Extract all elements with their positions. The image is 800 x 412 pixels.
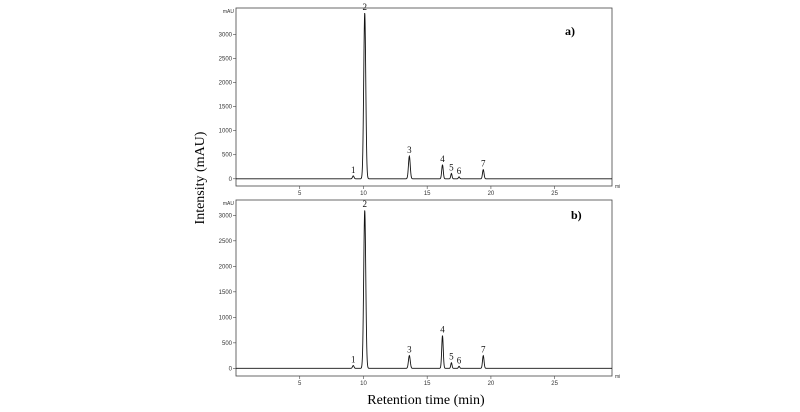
peak-label: 7: [481, 159, 486, 169]
y-tick-label: 1500: [219, 105, 233, 111]
peak-label: 3: [407, 145, 412, 155]
peak-label: 2: [362, 2, 367, 12]
peak-label: 1: [351, 355, 356, 365]
x-unit-label: mi: [615, 374, 620, 380]
x-axis-title: Retention time (min): [367, 393, 485, 408]
x-tick-label: 5: [298, 191, 302, 197]
peak-label: 6: [457, 355, 462, 365]
y-tick-label: 0: [229, 366, 233, 372]
x-tick-label: 20: [488, 191, 495, 197]
peak-label: 5: [449, 162, 454, 172]
y-tick-label: 2500: [219, 239, 233, 245]
y-tick-label: 500: [222, 341, 233, 347]
y-tick-label: 2000: [219, 81, 233, 87]
y-tick-label: 0: [229, 177, 233, 183]
y-tick-label: 3000: [219, 32, 233, 38]
y-tick-label: 3000: [219, 213, 233, 219]
peak-label: 5: [449, 352, 454, 362]
peak-label: 4: [440, 325, 445, 335]
peak-label: 4: [440, 154, 445, 164]
peak-label: 6: [457, 166, 462, 176]
chromatogram-trace: [236, 13, 612, 180]
plot-frame: [235, 199, 613, 377]
y-unit-label: mAU: [223, 9, 235, 15]
y-tick-label: 500: [222, 153, 233, 159]
x-tick-label: 15: [424, 381, 431, 387]
peak-label: 1: [351, 165, 356, 175]
plot-frame: [235, 7, 613, 187]
x-tick-label: 10: [360, 381, 367, 387]
y-tick-label: 2000: [219, 264, 233, 270]
x-tick-label: 25: [551, 191, 558, 197]
panel-label: a): [565, 24, 575, 38]
y-tick-label: 1000: [219, 315, 233, 321]
x-tick-label: 15: [424, 191, 431, 197]
x-tick-label: 10: [360, 191, 367, 197]
peak-label: 7: [481, 345, 486, 355]
panel-label: b): [571, 208, 582, 222]
chromatogram-trace: [236, 210, 612, 369]
y-axis-title: Intensity (mAU): [193, 131, 208, 224]
x-unit-label: mi: [615, 184, 620, 190]
y-unit-label: mAU: [223, 201, 235, 207]
y-tick-label: 2500: [219, 57, 233, 63]
x-tick-label: 20: [488, 381, 495, 387]
peak-label: 2: [362, 199, 367, 209]
x-tick-label: 5: [298, 381, 302, 387]
x-tick-label: 25: [551, 381, 558, 387]
peak-label: 3: [407, 345, 412, 355]
y-tick-label: 1000: [219, 129, 233, 135]
y-tick-label: 1500: [219, 290, 233, 296]
